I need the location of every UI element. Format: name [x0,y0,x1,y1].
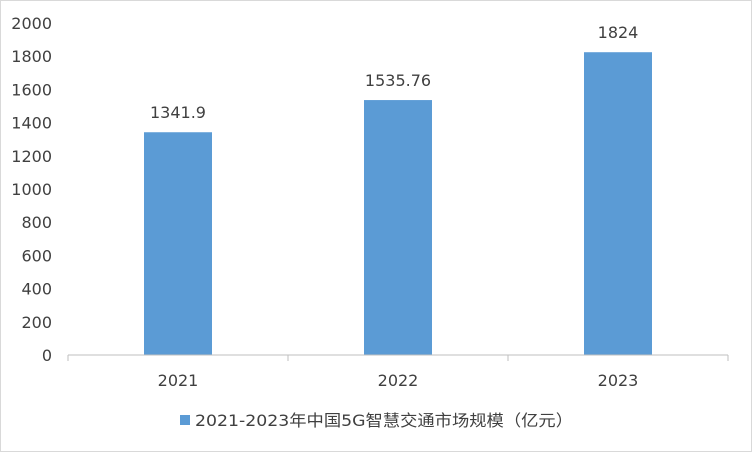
legend: 2021-2023年中国5G智慧交通市场规模（亿元） [180,411,573,430]
y-tick-label: 1600 [11,80,52,99]
x-tick-label-2023: 2023 [598,371,639,390]
y-tick-label: 1400 [11,114,52,133]
x-tick-label-2022: 2022 [378,371,419,390]
x-tick-label-2021: 2021 [158,371,199,390]
data-label-2021: 1341.9 [150,103,206,122]
x-axis-ticks [67,355,729,361]
data-label-2023: 1824 [598,23,639,42]
y-tick-label: 200 [21,313,52,332]
y-tick-label: 2000 [11,14,52,33]
y-tick-label: 800 [21,213,52,232]
bars [144,52,652,355]
data-labels: 1341.9 1535.76 1824 [150,23,638,122]
y-axis-tick-labels: 0 200 400 600 800 1000 1200 1400 1600 1800 2000 [11,14,52,365]
bar-2022 [364,100,432,355]
y-tick-label: 0 [42,346,52,365]
bar-2023 [584,52,652,355]
y-tick-label: 600 [21,246,52,265]
y-tick-label: 1000 [11,180,52,199]
legend-label: 2021-2023年中国5G智慧交通市场规模（亿元） [195,411,573,430]
y-tick-label: 1200 [11,147,52,166]
bar-2021 [144,132,212,355]
legend-swatch [180,415,190,425]
y-tick-label: 1800 [11,47,52,66]
y-tick-label: 400 [21,280,52,299]
data-label-2022: 1535.76 [365,71,431,90]
x-axis-tick-labels: 2021 2022 2023 [158,371,639,390]
